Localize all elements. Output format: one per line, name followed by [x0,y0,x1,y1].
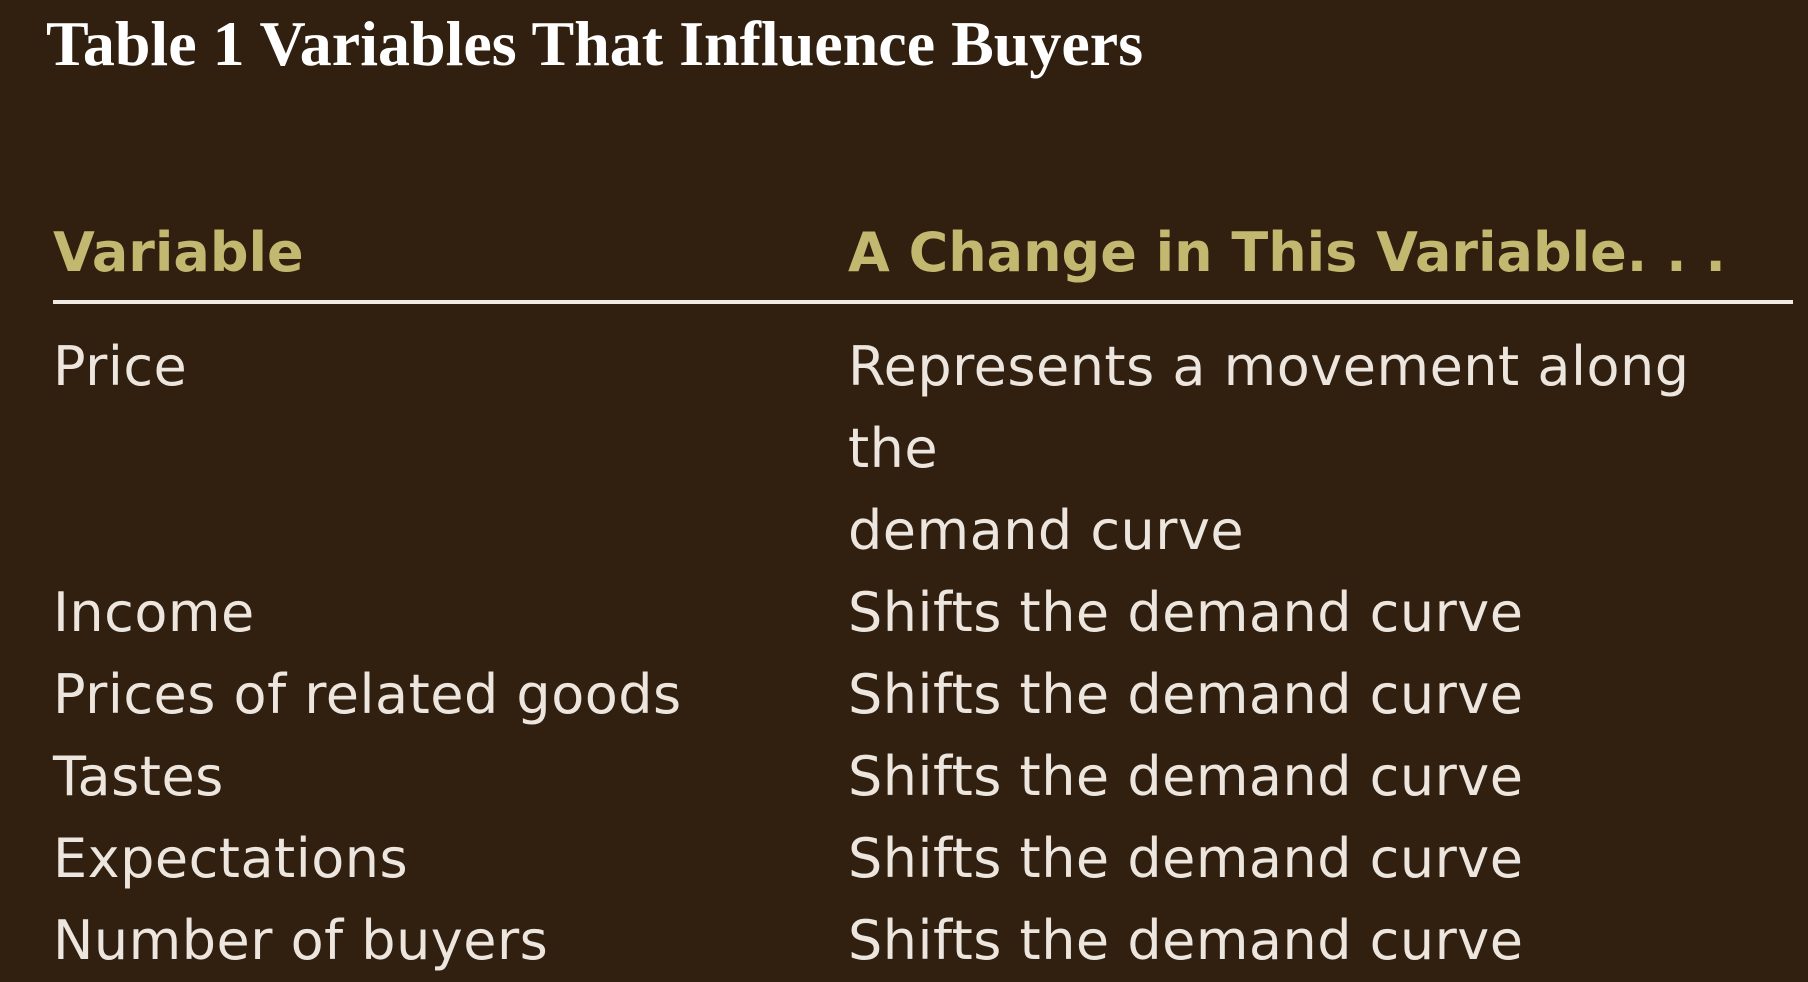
variables-table: Variable A Change in This Variable. . . … [53,204,1793,982]
change-cell-line: demand curve [848,499,1245,562]
column-header-variable: Variable [53,220,304,284]
table-header-row: Variable A Change in This Variable. . . [53,204,1793,300]
variable-cell: Prices of related goods [53,663,682,726]
change-cell: Shifts the demand curve [848,909,1524,972]
table-row: Number of buyers Shifts the demand curve [53,900,1793,982]
change-cell: Shifts the demand curve [848,581,1524,644]
table-row: Income Shifts the demand curve [53,572,1793,654]
variable-cell: Price [53,335,188,398]
page-title: Table 1 Variables That Influence Buyers [46,8,1144,79]
variable-cell: Income [53,581,255,644]
change-cell: Represents a movement along the demand c… [848,326,1793,572]
column-header-change: A Change in This Variable. . . [848,220,1726,284]
change-cell-line: Represents a movement along the [848,335,1690,480]
table-row: Price Represents a movement along the de… [53,326,1793,572]
change-cell: Shifts the demand curve [848,663,1524,726]
variable-cell: Expectations [53,827,409,890]
table-row: Tastes Shifts the demand curve [53,736,1793,818]
variable-cell: Tastes [53,745,224,808]
table-row: Expectations Shifts the demand curve [53,818,1793,900]
change-cell: Shifts the demand curve [848,745,1524,808]
table-row: Prices of related goods Shifts the deman… [53,654,1793,736]
change-cell: Shifts the demand curve [848,827,1524,890]
header-divider [53,300,1793,304]
variable-cell: Number of buyers [53,909,549,972]
table-body: Price Represents a movement along the de… [53,326,1793,982]
